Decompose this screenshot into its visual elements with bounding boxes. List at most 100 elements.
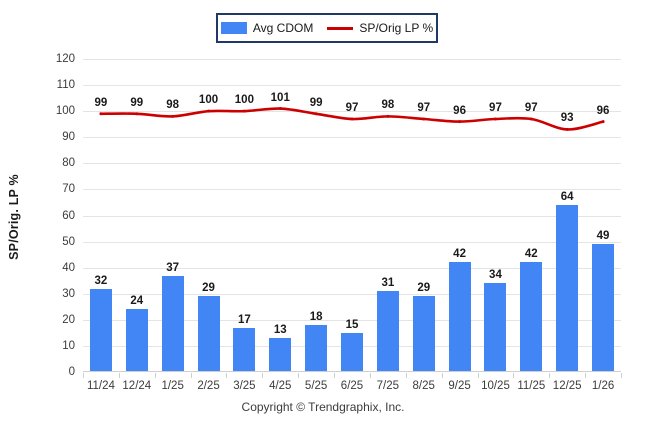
line-label-slot: 97 [478, 59, 514, 372]
x-axis-tick-mark [477, 373, 479, 378]
x-axis-tick-mark [298, 373, 300, 378]
x-axis-tick-label: 12/24 [122, 380, 152, 392]
bar-slot: 13 [262, 59, 298, 372]
line-point-marker[interactable] [207, 109, 211, 113]
x-axis-tick-label: 10/25 [481, 380, 510, 392]
line-point-marker[interactable] [601, 120, 605, 124]
bar[interactable] [448, 262, 471, 372]
line-data-label: 99 [130, 96, 144, 109]
line-data-label: 100 [198, 94, 219, 107]
x-axis-tick-label: 9/25 [448, 380, 471, 392]
gridline [83, 59, 621, 60]
x-axis-tick-label: 4/25 [269, 380, 292, 392]
y-axis-tick-label: 70 [62, 183, 75, 196]
line-label-slot: 97 [334, 59, 370, 372]
line-point-marker[interactable] [171, 114, 175, 118]
bar-data-label: 18 [309, 311, 323, 324]
line-data-label: 97 [524, 101, 538, 114]
line-label-slot: 99 [83, 59, 119, 372]
bar-series-avg-cdom: 32 24 37 29 17 13 18 15 31 29 42 34 42 64 49 [83, 59, 621, 372]
line-label-slot: 96 [442, 59, 478, 372]
x-axis-tick-label: 7/25 [376, 380, 400, 392]
line-label-slot: 93 [549, 59, 585, 372]
line-data-label: 100 [234, 94, 254, 107]
line-label-slot: 99 [298, 59, 334, 372]
line-point-marker[interactable] [135, 112, 139, 116]
bar-slot: 17 [226, 59, 262, 372]
x-axis-tick-mark [83, 373, 84, 378]
line-point-marker[interactable] [386, 114, 390, 118]
bar-data-label: 34 [489, 269, 502, 282]
bar[interactable] [520, 262, 543, 372]
bar[interactable] [269, 338, 292, 372]
x-axis-tick-label: 11/25 [517, 380, 546, 392]
line-data-label: 98 [381, 99, 395, 112]
line-series-sp-orig-lp [99, 107, 605, 131]
line-point-marker[interactable] [99, 112, 103, 116]
x-axis-tick-mark [513, 373, 515, 378]
y-axis-tick-label: 120 [55, 53, 75, 65]
y-axis-tick-label: 40 [62, 261, 75, 274]
y-axis-tick-label: 30 [62, 287, 75, 300]
line-point-marker[interactable] [314, 112, 318, 116]
line-point-marker[interactable] [278, 107, 282, 111]
bar[interactable] [376, 291, 399, 372]
bar-slot: 15 [334, 59, 370, 372]
line-point-marker[interactable] [242, 109, 246, 113]
line-data-label: 96 [453, 104, 466, 117]
bar-slot: 42 [442, 59, 478, 372]
x-axis-tick-label: 6/25 [340, 380, 364, 392]
bar-slot: 29 [191, 59, 227, 372]
bar[interactable] [197, 296, 220, 372]
gridline [83, 319, 621, 321]
bar[interactable] [556, 205, 579, 372]
line-point-marker[interactable] [458, 120, 462, 124]
bar-data-label: 37 [166, 261, 180, 274]
bar-data-label: 13 [273, 324, 287, 337]
y-axis-tick-label: 100 [55, 105, 75, 118]
bar-data-label: 31 [381, 277, 395, 290]
bar[interactable] [305, 325, 328, 372]
plot-area: 0 10 20 30 40 50 60 70 80 90 100 110 120 32 24 37 29 17 1… [56, 53, 621, 378]
x-axis-tick-mark [154, 373, 156, 378]
bar-slot: 49 [585, 59, 621, 372]
line-point-marker[interactable] [529, 117, 533, 121]
bar-slot: 18 [298, 59, 334, 372]
line-data-label: 98 [166, 99, 180, 112]
axis-baseline [83, 371, 621, 372]
line-label-slot: 98 [370, 59, 406, 372]
bar-data-label: 24 [130, 295, 144, 308]
legend-bar-swatch-icon [220, 22, 247, 34]
bar[interactable] [233, 327, 256, 372]
y-axis-tick-label: 60 [62, 209, 75, 222]
line-point-marker[interactable] [422, 117, 426, 121]
bar[interactable] [125, 309, 148, 372]
bar[interactable] [161, 275, 184, 372]
gridline [83, 241, 621, 243]
line-point-marker[interactable] [350, 117, 354, 121]
y-axis-tick-label: 20 [62, 313, 75, 326]
line-label-slot: 100 [226, 59, 262, 372]
bar[interactable] [592, 244, 615, 372]
line-data-label: 101 [270, 91, 290, 104]
legend-item-avg-cdom[interactable]: Avg CDOM [220, 21, 313, 35]
y-axis-tick-label: 110 [56, 79, 75, 92]
y-axis-tick-label: 90 [62, 131, 75, 144]
bar-data-label: 29 [417, 282, 431, 295]
bar[interactable] [340, 332, 363, 372]
line-point-marker[interactable] [565, 127, 569, 131]
bar-data-label: 42 [453, 248, 466, 261]
x-axis-tick-label: 8/25 [412, 380, 435, 392]
x-axis-tick-label: 5/25 [304, 380, 328, 392]
gridline [83, 163, 621, 165]
bar[interactable] [484, 283, 507, 372]
bar[interactable] [89, 288, 112, 372]
x-axis-tick-label: 11/24 [86, 380, 115, 392]
line-point-marker[interactable] [493, 117, 497, 121]
x-axis-tick-mark [441, 373, 443, 378]
legend-item-sp-orig-lp[interactable]: SP/Orig LP % [327, 21, 433, 35]
bar[interactable] [412, 296, 435, 372]
bar-data-label: 64 [560, 191, 574, 204]
legend-label-sp-orig-lp: SP/Orig LP % [359, 21, 434, 35]
y-axis-tick-label: 50 [62, 235, 75, 248]
